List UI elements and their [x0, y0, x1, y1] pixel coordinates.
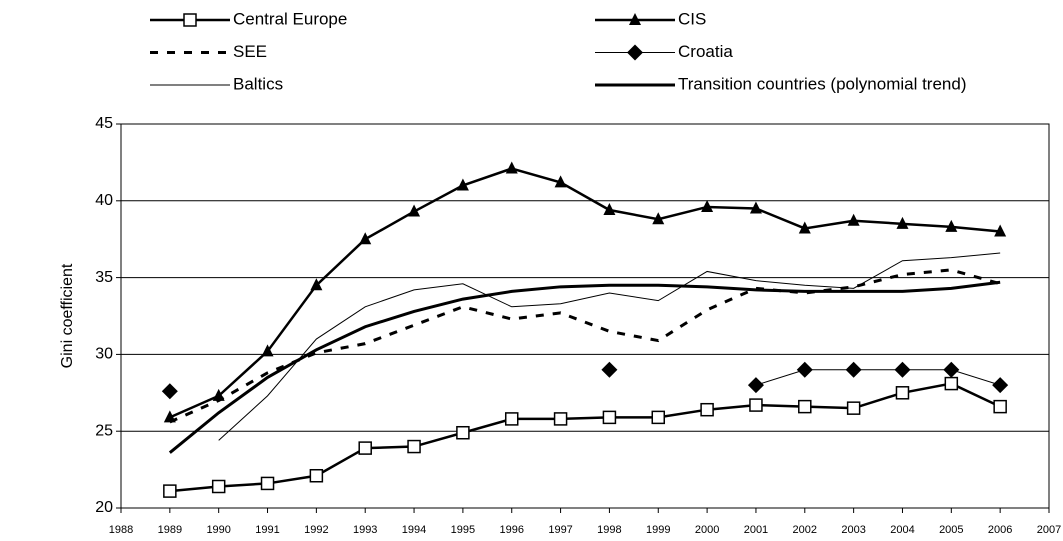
x-tick-label: 1988 [109, 524, 133, 536]
x-tick-label: 2007 [1037, 524, 1061, 536]
marker [183, 13, 197, 27]
y-tick-label: 40 [95, 192, 113, 209]
legend-label: CIS [678, 9, 706, 28]
marker [161, 383, 178, 400]
series-line [169, 268, 1001, 424]
marker [845, 361, 862, 378]
marker [629, 13, 641, 25]
marker [163, 484, 177, 498]
marker [554, 175, 567, 188]
marker [211, 479, 226, 494]
marker [504, 412, 519, 426]
marker [847, 213, 860, 226]
x-tick-label: 1994 [402, 524, 426, 536]
x-tick-label: 2005 [939, 524, 963, 536]
marker [601, 361, 618, 378]
marker [896, 216, 909, 229]
series-line [218, 252, 1001, 441]
marker [456, 425, 470, 440]
y-tick-label: 20 [95, 499, 113, 516]
x-tick-label: 1996 [499, 524, 523, 536]
marker [652, 212, 665, 225]
marker [358, 441, 372, 455]
x-tick-label: 2006 [988, 524, 1012, 536]
marker [798, 221, 811, 234]
series-line [755, 369, 1001, 386]
marker [945, 219, 958, 232]
x-tick-label: 2003 [841, 524, 865, 536]
marker [408, 204, 421, 217]
x-tick-label: 1998 [597, 524, 621, 536]
x-tick-label: 1990 [206, 524, 230, 536]
y-axis-title: Gini coefficient [59, 263, 76, 368]
series-line [168, 280, 1001, 454]
marker [261, 344, 274, 357]
marker [992, 377, 1009, 394]
marker [747, 377, 764, 394]
legend-label: Croatia [678, 42, 733, 61]
marker [651, 410, 666, 425]
marker [310, 278, 323, 291]
x-tick-label: 2001 [744, 524, 768, 536]
x-tick-label: 1995 [451, 524, 475, 536]
x-tick-label: 1993 [353, 524, 377, 536]
marker [798, 399, 812, 414]
marker [993, 399, 1007, 414]
marker [627, 44, 643, 61]
marker [407, 439, 421, 454]
y-tick-label: 25 [95, 422, 113, 439]
x-tick-label: 2000 [695, 524, 719, 536]
marker [505, 161, 518, 174]
marker [602, 410, 617, 425]
x-tick-label: 2004 [890, 524, 914, 536]
marker [749, 398, 763, 412]
marker [894, 361, 911, 378]
legend-label: SEE [233, 42, 267, 61]
x-tick-label: 1997 [548, 524, 572, 536]
marker [309, 468, 324, 483]
marker [359, 232, 372, 245]
y-tick-label: 45 [95, 115, 113, 132]
series-line [169, 382, 1001, 493]
x-tick-label: 1991 [255, 524, 279, 536]
marker [456, 178, 469, 191]
marker [994, 224, 1007, 237]
legend-label: Transition countries (polynomial trend) [678, 74, 967, 93]
marker [944, 376, 959, 391]
marker [700, 402, 714, 417]
marker [846, 401, 861, 415]
y-tick-label: 35 [95, 269, 113, 286]
x-tick-label: 2002 [793, 524, 817, 536]
marker [796, 361, 813, 378]
x-tick-label: 1992 [304, 524, 328, 536]
legend-label: Central Europe [233, 9, 347, 28]
x-tick-label: 1989 [158, 524, 182, 536]
plot-frame [120, 123, 1050, 509]
y-tick-label: 30 [95, 346, 113, 363]
marker [895, 386, 910, 400]
marker [260, 476, 275, 491]
x-tick-label: 1999 [646, 524, 670, 536]
marker [943, 361, 960, 378]
series-line [169, 167, 1001, 419]
marker [749, 201, 762, 214]
marker [603, 203, 616, 216]
marker [553, 412, 568, 426]
legend-label: Baltics [233, 74, 283, 93]
marker [701, 199, 714, 212]
